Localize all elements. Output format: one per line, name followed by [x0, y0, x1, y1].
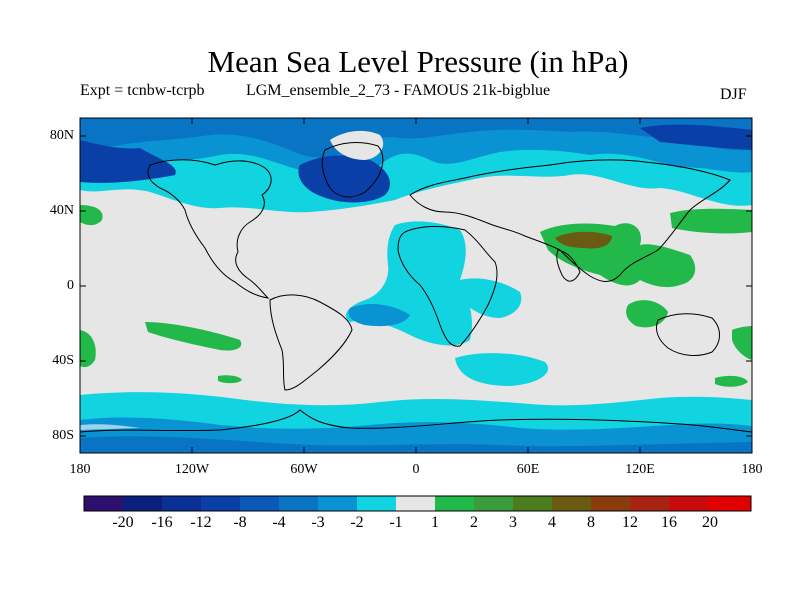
pos-region-small-green [218, 375, 242, 384]
anomaly-field [80, 118, 752, 453]
neg-region-south-mid [80, 436, 752, 453]
colorbar-box [435, 496, 474, 511]
colorbar-box [318, 496, 357, 511]
colorbar-label: 4 [548, 514, 556, 531]
axis-ticks [80, 118, 752, 453]
neg-region-south-atlantic-cyan [455, 353, 549, 386]
colorbar-box [201, 496, 240, 511]
lon-tick-label: 60W [290, 462, 318, 477]
colorbar-box [552, 496, 591, 511]
colorbar-box [474, 496, 513, 511]
colorbar-label: -4 [272, 514, 286, 531]
ensemble-label: LGM_ensemble_2_73 - FAMOUS 21k-bigblue [246, 82, 551, 99]
colorbar-label: -3 [311, 514, 325, 531]
pos-region-dateline-green [80, 330, 96, 368]
colorbar-label: -8 [233, 514, 247, 531]
colorbar-label: 3 [509, 514, 517, 531]
colorbar-label: 1 [431, 514, 439, 531]
colorbar-box [84, 496, 123, 511]
colorbar-label: -2 [350, 514, 364, 531]
colorbar-label: -20 [112, 514, 134, 531]
neg-region-siberia-deep [640, 124, 752, 150]
coastlines [80, 142, 752, 433]
colorbar [83, 495, 752, 512]
colorbar-label: 2 [470, 514, 478, 531]
colorbar-box [279, 496, 318, 511]
colorbar-box [708, 496, 751, 511]
neg-region-pacific-deep [80, 140, 176, 183]
neg-region-north-mid [80, 118, 752, 158]
lat-tick-label: 40N [49, 203, 74, 218]
pos-region-west-pacific-green [80, 205, 103, 226]
pos-region-south-pacific-green [145, 322, 242, 351]
lat-tick-label: 40S [52, 353, 74, 368]
colorbar-label: 16 [661, 514, 677, 531]
colorbar-box [123, 496, 162, 511]
colorbar-label: 8 [587, 514, 595, 531]
colorbar-box [669, 496, 708, 511]
colorbar-label: 20 [702, 514, 718, 531]
lat-tick-label: 80N [49, 128, 74, 143]
colorbar-label: 12 [622, 514, 638, 531]
colorbar-box [162, 496, 201, 511]
lon-tick-label: 180 [741, 462, 763, 477]
lat-tick-label: 0 [67, 278, 74, 293]
colorbar-box [513, 496, 552, 511]
colorbar-box [240, 496, 279, 511]
colorbar-label: -12 [190, 514, 212, 531]
pos-region-pacific-north-green [670, 208, 752, 234]
pos-region-tibet-brown [555, 231, 612, 249]
pos-region-se-green [715, 375, 748, 387]
lon-tick-label: 60E [516, 462, 540, 477]
lon-tick-label: 0 [412, 462, 420, 477]
colorbar-frame [83, 495, 752, 512]
pos-region-east-green [732, 326, 752, 360]
lon-tick-label: 120E [625, 462, 655, 477]
neg-region-atlantic-light [348, 304, 410, 327]
colorbar-box [591, 496, 630, 511]
lon-tick-label: 120W [174, 462, 210, 477]
colorbar-box [630, 496, 669, 511]
colorbar-box [396, 496, 435, 511]
colorbar-box [357, 496, 396, 511]
colorbar-label: -1 [389, 514, 403, 531]
lon-tick-label: 180 [69, 462, 91, 477]
colorbar-label: -16 [151, 514, 173, 531]
greenland-gap [330, 130, 384, 160]
season-label: DJF [720, 86, 747, 103]
neg-region-south-edge [80, 424, 140, 430]
lat-tick-label: 80S [52, 428, 74, 443]
map-title: Mean Sea Level Pressure (in hPa) [207, 44, 629, 79]
experiment-label: Expt = tcnbw-tcrpb [80, 82, 205, 99]
